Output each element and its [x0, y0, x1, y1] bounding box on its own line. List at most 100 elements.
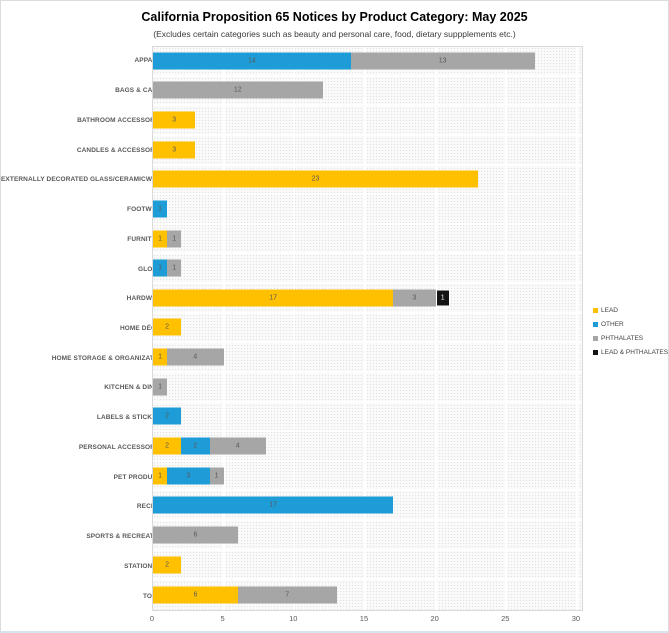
- plot-area: 14 13 12 3 3 23 1 1 1 1 1 17 3 1 2 1 4 1 2 2 2 4 1 3 1 17 6 2 6 7: [152, 46, 583, 611]
- segment-label: 3: [412, 294, 417, 302]
- bar-segment: 2: [153, 556, 182, 574]
- bar-segment: 4: [167, 348, 224, 366]
- bar-segment: 14: [153, 52, 351, 70]
- bar-segment: 23: [153, 170, 479, 188]
- segment-label: 13: [438, 57, 447, 65]
- stacked-bar: 17: [153, 496, 394, 514]
- segment-label: 4: [193, 353, 198, 361]
- category-label: GLOVES: [1, 254, 170, 284]
- category-row: 1: [153, 195, 582, 225]
- window-bottom-edge: [1, 631, 668, 633]
- x-axis-tick: 20: [430, 614, 439, 623]
- bar-segment: 6: [153, 586, 238, 604]
- bar-segment: 4: [209, 437, 267, 455]
- bar-segment: 17: [153, 289, 394, 307]
- category-row: 17: [153, 491, 582, 522]
- stacked-bar: 1 3 1: [153, 467, 224, 485]
- category-label: EXTERNALLY DECORATED GLASS/CERAMICWARE: [1, 176, 166, 184]
- segment-label: 17: [269, 501, 277, 509]
- stacked-bar: 2: [153, 407, 182, 425]
- category-label: BATHROOM ACCESSORIES: [77, 116, 166, 124]
- category-label: HARDWARE: [126, 295, 166, 303]
- bar-segment: 3: [393, 289, 436, 307]
- gridline: [293, 47, 296, 610]
- x-axis-tick: 15: [359, 614, 369, 623]
- segment-label: 1: [214, 472, 219, 480]
- x-axis-tick: 0: [149, 614, 155, 623]
- category-label: PET PRODUCTS: [113, 473, 166, 481]
- segment-label: 1: [158, 264, 163, 272]
- category-label: TOOLS: [1, 581, 170, 611]
- stacked-bar: 17 3 1: [153, 289, 450, 307]
- bar-segment: 1: [167, 230, 182, 248]
- x-axis-tick: 30: [571, 614, 581, 623]
- segment-label: 1: [440, 294, 445, 302]
- segment-label: 23: [311, 175, 320, 183]
- bar-segment: 3: [167, 467, 210, 485]
- gridline: [363, 47, 366, 610]
- bar-segment: 2: [153, 437, 182, 455]
- category-row: 23: [153, 166, 582, 196]
- legend-label: OTHER: [601, 321, 624, 328]
- segment-label: 3: [186, 472, 191, 480]
- category-row: 1: [153, 373, 582, 403]
- x-axis-tick: 10: [289, 614, 298, 623]
- bar-segment: 13: [350, 52, 535, 70]
- stacked-bar: 1: [153, 378, 168, 396]
- bar-segment: 3: [153, 141, 196, 159]
- x-axis: 0 5 10 15 20 25 30: [1, 614, 669, 626]
- legend-label: LEAD: [601, 307, 618, 314]
- category-label: HOME STORAGE & ORGANIZATION: [51, 354, 166, 362]
- category-row: 2: [153, 314, 582, 344]
- bar-segment: 1: [153, 259, 168, 277]
- legend-item: LEAD: [593, 307, 668, 314]
- bar-segment: 1: [153, 348, 168, 366]
- category-label: RECEIPT: [1, 492, 170, 522]
- bar-segment: 1: [153, 467, 168, 485]
- x-axis-tick: 25: [501, 614, 510, 623]
- category-axis: APPAREL BAGS & CASES BATHROOM ACCESSORIES C…: [1, 46, 166, 611]
- legend-swatch: [593, 350, 598, 355]
- stacked-bar: 1: [153, 200, 168, 218]
- segment-label: 2: [165, 323, 170, 331]
- stacked-bar: 3: [153, 111, 196, 129]
- category-label: BAGS & CASES: [115, 87, 166, 95]
- segment-label: 3: [172, 116, 177, 124]
- category-row: 1 3 1: [153, 462, 582, 492]
- gridline: [222, 47, 225, 610]
- segment-label: 6: [193, 531, 198, 539]
- x-axis-tick: 5: [220, 614, 225, 623]
- stacked-bar: 14 13: [153, 52, 535, 70]
- category-label: FOOTWEAR: [127, 206, 166, 214]
- chart-title: California Proposition 65 Notices by Pro…: [141, 10, 528, 24]
- category-row: 2 2 4: [153, 432, 582, 462]
- bar-segment: 1: [209, 467, 224, 485]
- category-row: 12: [153, 77, 582, 107]
- segment-label: 3: [172, 146, 177, 154]
- category-row: 2: [153, 403, 582, 433]
- bar-segment: 1: [153, 378, 168, 396]
- legend-swatch: [593, 308, 598, 313]
- segment-label: 1: [158, 353, 163, 361]
- segment-label: 6: [193, 591, 198, 599]
- stacked-bar: 2 2 4: [153, 437, 267, 455]
- stacked-bar: 6: [153, 526, 238, 544]
- segment-label: 2: [165, 442, 170, 450]
- bar-segment: 7: [237, 586, 337, 604]
- category-label: APPAREL: [134, 57, 166, 65]
- segment-label: 1: [172, 235, 177, 243]
- gridline: [575, 47, 578, 610]
- segment-label: 1: [158, 235, 163, 243]
- chart-subtitle: (Excludes certain categories such as bea…: [153, 29, 516, 39]
- category-row: 17 3 1: [153, 284, 582, 314]
- legend: LEAD OTHER PHTHALATES LEAD & PHTHALATES: [593, 307, 668, 356]
- bar-segment: 17: [153, 496, 394, 514]
- legend-swatch: [593, 336, 598, 341]
- segment-label: 2: [165, 412, 170, 420]
